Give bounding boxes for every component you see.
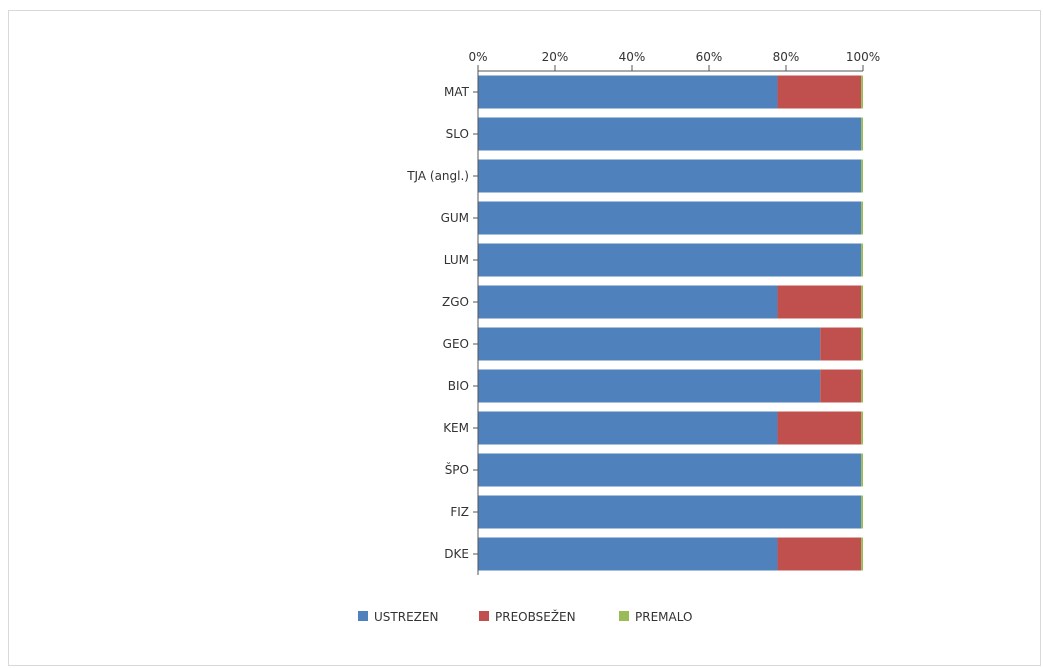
bar-segment bbox=[861, 285, 863, 319]
legend-label: PREOBSEŽEN bbox=[495, 609, 576, 624]
x-tick-label: 100% bbox=[846, 50, 880, 64]
category-label: DKE bbox=[444, 547, 469, 561]
category-label: GUM bbox=[441, 211, 469, 225]
bar-segment bbox=[478, 201, 862, 235]
category-label: KEM bbox=[443, 421, 469, 435]
category-label: TJA (angl.) bbox=[406, 169, 469, 183]
category-label: ŠPO bbox=[445, 462, 469, 477]
x-tick-label: 60% bbox=[696, 50, 723, 64]
bar-segment bbox=[478, 453, 862, 487]
bar-segment bbox=[820, 369, 862, 403]
bar-segment bbox=[861, 75, 863, 109]
bar-segment bbox=[478, 75, 778, 109]
bar-segment bbox=[861, 369, 863, 403]
bar-segment bbox=[777, 411, 862, 445]
bar-segment bbox=[861, 117, 863, 151]
legend-swatch bbox=[619, 611, 629, 621]
legend-swatch bbox=[479, 611, 489, 621]
bar-segment bbox=[861, 453, 863, 487]
category-label: BIO bbox=[448, 379, 469, 393]
category-label: SLO bbox=[446, 127, 469, 141]
x-tick-label: 0% bbox=[468, 50, 487, 64]
category-label: GEO bbox=[443, 337, 469, 351]
legend-swatch bbox=[358, 611, 368, 621]
legend-label: PREMALO bbox=[635, 610, 692, 624]
bar-segment bbox=[861, 243, 863, 277]
bar-segment bbox=[478, 537, 778, 571]
bar-segment bbox=[861, 201, 863, 235]
bar-segment bbox=[478, 369, 821, 403]
bar-segment bbox=[478, 159, 862, 193]
bar-segment bbox=[861, 495, 863, 529]
bar-segment bbox=[478, 327, 821, 361]
x-tick-label: 40% bbox=[619, 50, 646, 64]
category-label: LUM bbox=[444, 253, 469, 267]
bar-segment bbox=[478, 117, 862, 151]
category-label: MAT bbox=[444, 85, 470, 99]
bar-segment bbox=[861, 411, 863, 445]
bar-segment bbox=[861, 327, 863, 361]
bar-segment bbox=[478, 285, 778, 319]
bar-segment bbox=[478, 243, 862, 277]
bar-segment bbox=[861, 537, 863, 571]
bar-segment bbox=[777, 537, 862, 571]
category-label: ZGO bbox=[442, 295, 469, 309]
legend-label: USTREZEN bbox=[374, 610, 438, 624]
bar-segment bbox=[478, 495, 862, 529]
bar-segment bbox=[861, 159, 863, 193]
bar-segment bbox=[820, 327, 862, 361]
bar-segment bbox=[478, 411, 778, 445]
x-tick-label: 80% bbox=[773, 50, 800, 64]
x-tick-label: 20% bbox=[542, 50, 569, 64]
bar-segment bbox=[777, 285, 862, 319]
category-label: FIZ bbox=[450, 505, 469, 519]
bar-segment bbox=[777, 75, 862, 109]
